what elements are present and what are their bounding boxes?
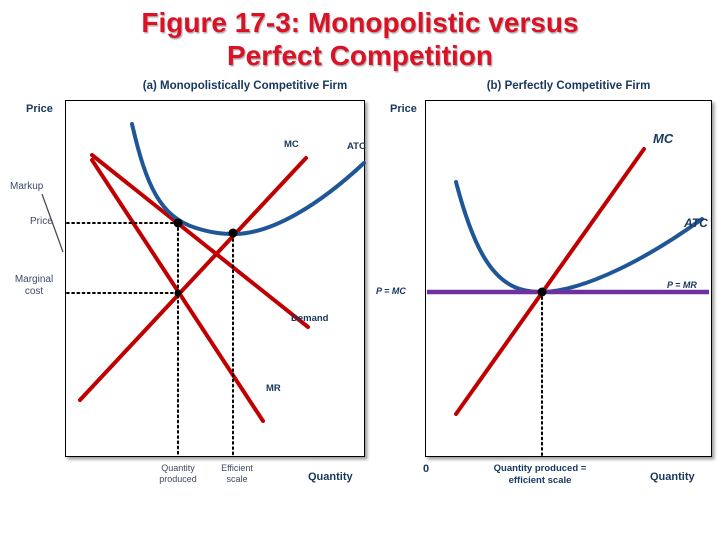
p-equals-mr-label: P = MR bbox=[667, 280, 697, 290]
mr-label-a: MR bbox=[266, 383, 281, 394]
quantity-produced-tick-label: Quantity produced bbox=[146, 463, 210, 485]
panel-a-quantity-axis-label: Quantity bbox=[308, 471, 353, 483]
marginal-cost-line2: cost bbox=[24, 286, 44, 297]
efficient-scale-tick-label: Efficient scale bbox=[206, 463, 268, 485]
quantity-produced-line2: produced bbox=[159, 474, 197, 484]
quantity-note-b: Quantity produced = efficient scale bbox=[462, 463, 618, 486]
panel-b-heading: (b) Perfectly Competitive Firm bbox=[486, 80, 651, 92]
price-annotation: Price bbox=[30, 216, 53, 227]
panel-a-price-axis-label: Price bbox=[26, 103, 53, 115]
panel-b-quantity-axis-label: Quantity bbox=[650, 471, 695, 483]
quantity-produced-line1: Quantity bbox=[161, 463, 195, 473]
efficient-scale-line2: scale bbox=[226, 474, 248, 484]
panel-a-plot-area bbox=[65, 100, 365, 457]
panel-b-plot-area bbox=[425, 100, 712, 457]
origin-label-b: 0 bbox=[423, 463, 430, 475]
panel-a-heading: (a) Monopolistically Competitive Firm bbox=[142, 80, 348, 92]
marginal-cost-annotation: Marginal cost bbox=[6, 274, 62, 298]
markup-annotation: Markup bbox=[10, 181, 44, 192]
panel-b-price-axis-label: Price bbox=[390, 103, 417, 115]
figure-title-line2: Perfect Competition bbox=[226, 40, 494, 71]
atc-label-a: ATC bbox=[347, 141, 366, 152]
demand-label-a: Demand bbox=[291, 313, 329, 324]
figure-title-line1: Figure 17-3: Monopolistic versus bbox=[141, 7, 579, 38]
mc-label-a: MC bbox=[284, 139, 299, 150]
mc-label-b: MC bbox=[653, 131, 674, 146]
figure-title: Figure 17-3: Monopolistic versus Perfect… bbox=[0, 6, 720, 72]
p-equals-mc-label: P = MC bbox=[376, 286, 406, 296]
efficient-scale-line1: Efficient bbox=[221, 463, 253, 473]
marginal-cost-line1: Marginal bbox=[14, 274, 54, 285]
quantity-note-line1: Quantity produced = bbox=[493, 463, 587, 474]
quantity-note-line2: efficient scale bbox=[508, 474, 572, 486]
atc-label-b: ATC bbox=[684, 216, 708, 230]
